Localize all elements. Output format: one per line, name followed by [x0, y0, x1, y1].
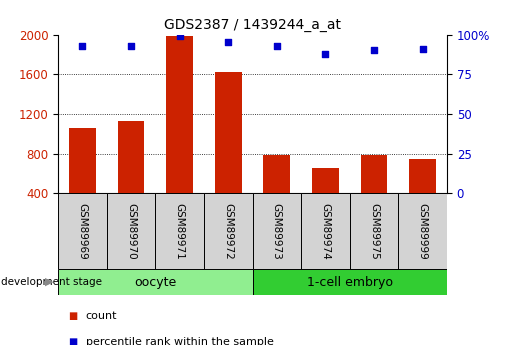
Bar [264, 155, 290, 193]
Point [127, 43, 135, 48]
Text: GSM89999: GSM89999 [418, 203, 428, 259]
Point [176, 33, 184, 39]
Point [78, 43, 86, 48]
Bar [156, 193, 204, 269]
Point [419, 46, 427, 51]
Text: GSM89970: GSM89970 [126, 203, 136, 259]
Text: GSM89973: GSM89973 [272, 203, 282, 259]
Bar [204, 193, 252, 269]
Title: GDS2387 / 1439244_a_at: GDS2387 / 1439244_a_at [164, 18, 341, 32]
Bar [361, 155, 387, 193]
Text: GSM89971: GSM89971 [175, 203, 185, 259]
Bar [58, 193, 107, 269]
Bar [118, 121, 144, 193]
Point [370, 48, 378, 53]
Text: ▶: ▶ [44, 277, 53, 287]
Bar [252, 193, 301, 269]
Bar [409, 159, 436, 193]
Bar [215, 72, 241, 193]
Bar [166, 37, 193, 193]
Bar [312, 168, 339, 193]
Text: GSM89969: GSM89969 [77, 203, 87, 259]
Bar [107, 193, 156, 269]
Point [224, 40, 232, 45]
Point [321, 51, 329, 56]
Text: GSM89975: GSM89975 [369, 203, 379, 259]
Text: development stage: development stage [1, 277, 102, 287]
Bar [301, 193, 350, 269]
Text: oocyte: oocyte [134, 276, 176, 288]
Text: count: count [86, 311, 117, 321]
Bar [252, 269, 447, 295]
Bar [69, 128, 96, 193]
Text: GSM89974: GSM89974 [320, 203, 330, 259]
Bar [350, 193, 398, 269]
Text: ■: ■ [68, 311, 77, 321]
Text: percentile rank within the sample: percentile rank within the sample [86, 337, 274, 345]
Text: 1-cell embryo: 1-cell embryo [307, 276, 393, 288]
Bar [58, 269, 252, 295]
Text: GSM89972: GSM89972 [223, 203, 233, 259]
Point [273, 43, 281, 48]
Bar [398, 193, 447, 269]
Text: ■: ■ [68, 337, 77, 345]
